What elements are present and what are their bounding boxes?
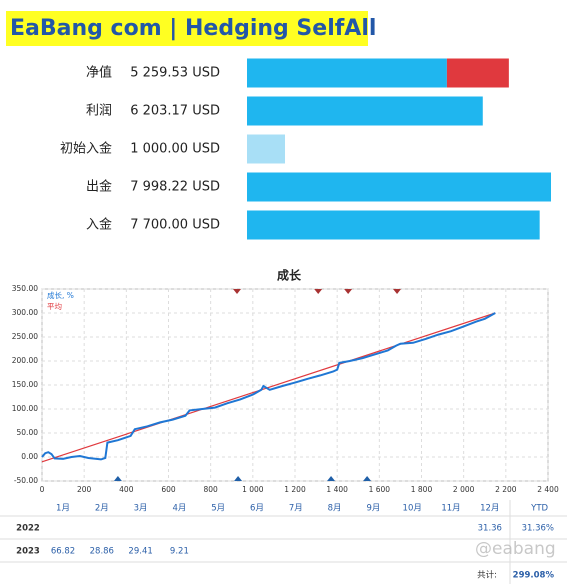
total-value: 299.08% xyxy=(513,571,555,581)
summary-value: 1 000.00 USD xyxy=(130,142,220,157)
table-header: 4月 xyxy=(172,504,186,514)
top-marker xyxy=(344,289,353,294)
y-tick-label: 250.00 xyxy=(12,332,38,341)
table-cell: 9.21 xyxy=(170,547,189,557)
x-tick-label: 0 xyxy=(40,485,45,494)
table-header: YTD xyxy=(530,504,548,514)
bottom-marker xyxy=(327,476,336,481)
table-cell: 66.82 xyxy=(51,547,75,557)
summary-label: 入金 xyxy=(86,217,112,233)
summary-bar xyxy=(247,172,551,202)
total-label: 共计: xyxy=(477,570,497,581)
x-tick-label: 1 400 xyxy=(326,485,348,494)
series-line xyxy=(41,312,496,463)
chart-title: 成长 xyxy=(277,268,302,283)
table-cell: 31.36% xyxy=(522,524,554,534)
summary-bar xyxy=(247,210,540,240)
x-tick-label: 1 200 xyxy=(284,485,306,494)
series-line xyxy=(41,312,496,461)
title-banner xyxy=(6,11,368,46)
summary-bar xyxy=(247,96,483,126)
bottom-marker xyxy=(234,476,243,481)
bottom-marker xyxy=(363,476,372,481)
table-bg xyxy=(0,500,567,584)
table-cell: 28.86 xyxy=(90,547,114,557)
summary-label: 利润 xyxy=(86,104,112,119)
y-tick-label: 350.00 xyxy=(12,284,38,293)
x-tick-label: 2 000 xyxy=(453,485,475,494)
summary-label: 出金 xyxy=(86,179,112,195)
y-tick-label: -50.00 xyxy=(14,476,38,485)
table-year: 2023 xyxy=(16,547,40,557)
table-header: 12月 xyxy=(480,504,499,514)
x-tick-label: 2 400 xyxy=(537,485,559,494)
x-tick-label: 2 200 xyxy=(495,485,517,494)
table-header: 11月 xyxy=(441,504,460,514)
y-tick-label: 50.00 xyxy=(17,428,39,437)
summary-bar-extra xyxy=(446,58,509,88)
table-header: 9月 xyxy=(366,504,380,514)
summary-value: 7 700.00 USD xyxy=(130,218,220,233)
table-header: 1月 xyxy=(56,504,70,514)
x-tick-label: 400 xyxy=(119,485,134,494)
table-header: 5月 xyxy=(211,504,225,514)
summary-label: 初始入金 xyxy=(60,141,112,157)
top-marker xyxy=(393,289,402,294)
top-marker xyxy=(314,289,323,294)
table-header: 8月 xyxy=(328,504,342,514)
table-cell: 29.41 xyxy=(128,547,152,557)
summary-value: 6 203.17 USD xyxy=(130,104,220,119)
table-header: 10月 xyxy=(403,504,422,514)
legend-label: 成长, % xyxy=(47,290,74,300)
table-header: 2月 xyxy=(95,504,109,514)
page-title: EaBang com | Hedging SelfAll xyxy=(10,16,376,41)
summary-bar xyxy=(247,58,447,88)
x-tick-label: 1 000 xyxy=(242,485,264,494)
y-tick-label: 150.00 xyxy=(12,380,38,389)
table-header: 3月 xyxy=(134,504,148,514)
watermark: @eabang xyxy=(475,539,556,559)
summary-label: 净值 xyxy=(86,65,112,81)
top-marker xyxy=(233,289,242,294)
bottom-marker xyxy=(113,476,122,481)
y-tick-label: 0.00 xyxy=(21,452,38,461)
x-tick-label: 1 800 xyxy=(411,485,433,494)
x-tick-label: 800 xyxy=(204,485,219,494)
summary-bar xyxy=(247,134,286,164)
table-year: 2022 xyxy=(16,524,40,534)
summary-value: 5 259.53 USD xyxy=(130,66,220,81)
table-cell: 31.36 xyxy=(478,524,502,534)
y-tick-label: 200.00 xyxy=(12,356,38,365)
summary-value: 7 998.22 USD xyxy=(130,180,220,195)
legend-label: 平均 xyxy=(47,301,62,311)
table-header: 6月 xyxy=(250,504,264,514)
x-tick-label: 1 600 xyxy=(369,485,391,494)
table-header: 7月 xyxy=(289,504,303,514)
x-tick-label: 600 xyxy=(161,485,176,494)
x-tick-label: 200 xyxy=(77,485,92,494)
y-tick-label: 300.00 xyxy=(12,308,38,317)
y-tick-label: 100.00 xyxy=(12,404,38,413)
